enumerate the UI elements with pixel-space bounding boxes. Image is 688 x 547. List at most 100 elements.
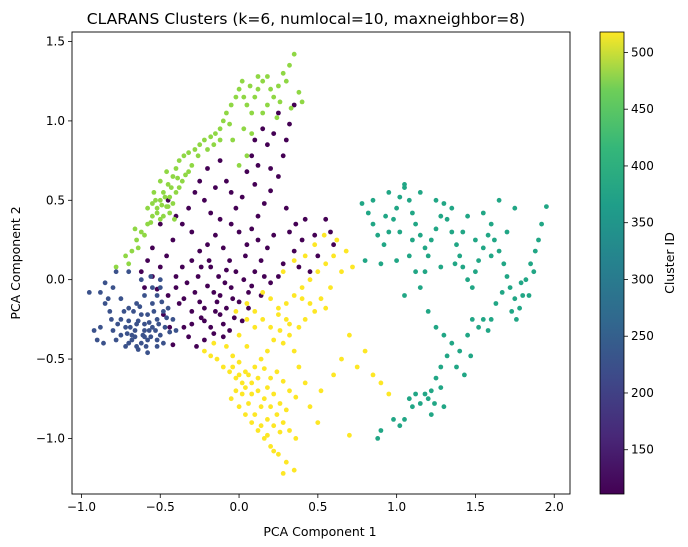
data-point (227, 369, 233, 375)
data-point (170, 237, 176, 243)
data-point (288, 105, 294, 111)
data-point (126, 269, 132, 275)
data-point (480, 245, 486, 251)
data-point (312, 309, 318, 314)
data-point (157, 178, 163, 184)
colorbar-ticks: 150 200 250 300 350 400 450 500 (624, 45, 654, 457)
data-point (365, 210, 371, 216)
data-point (378, 428, 384, 433)
data-point (473, 269, 478, 275)
colorbar-tick-label: 400 (631, 159, 654, 173)
data-point (208, 324, 214, 330)
data-point (167, 194, 173, 200)
data-point (287, 388, 292, 394)
data-point (457, 253, 463, 259)
data-point (202, 318, 207, 324)
data-point (280, 153, 286, 159)
data-point (378, 261, 384, 267)
data-point (323, 261, 329, 267)
data-point (247, 83, 253, 89)
data-point (428, 412, 434, 417)
data-point (91, 328, 97, 333)
data-point (410, 210, 415, 216)
data-point (268, 280, 273, 286)
data-point (469, 317, 475, 322)
data-point (202, 305, 207, 311)
data-point (512, 296, 518, 302)
data-point (211, 142, 217, 148)
data-point (492, 237, 497, 243)
data-point (109, 317, 114, 322)
data-point (485, 232, 491, 238)
data-point (206, 258, 212, 263)
data-point (258, 258, 264, 263)
data-point (135, 245, 141, 251)
plot-background (72, 32, 570, 494)
data-point (386, 190, 392, 195)
data-point (142, 293, 147, 298)
data-point (268, 404, 273, 410)
data-point (233, 309, 239, 314)
data-point (258, 404, 264, 410)
data-point (312, 232, 318, 238)
data-point (157, 221, 163, 227)
data-point (179, 264, 185, 270)
data-point (280, 420, 286, 425)
data-point (454, 242, 459, 248)
data-point (176, 301, 182, 306)
data-point (123, 253, 128, 259)
data-point (488, 221, 494, 227)
data-point (227, 258, 233, 263)
data-point (375, 232, 381, 238)
data-point (283, 459, 289, 465)
data-point (239, 78, 245, 84)
data-point (168, 185, 174, 191)
data-point (417, 232, 423, 238)
colorbar-tick-label: 500 (631, 45, 654, 59)
data-point (113, 337, 119, 343)
data-point (397, 229, 403, 235)
data-point (159, 202, 165, 208)
data-point (276, 174, 281, 179)
data-point (299, 285, 305, 290)
data-point (198, 264, 204, 270)
data-point (493, 301, 499, 306)
data-point (476, 324, 481, 330)
data-point (276, 305, 281, 311)
data-point (244, 242, 250, 248)
data-point (243, 385, 248, 390)
data-point (243, 253, 248, 259)
data-point (118, 332, 124, 338)
data-point (287, 428, 292, 433)
data-point (381, 242, 387, 248)
data-point (246, 401, 251, 406)
data-point (410, 404, 415, 410)
data-point (296, 264, 302, 270)
data-point (514, 317, 519, 322)
data-point (159, 299, 165, 305)
data-point (268, 296, 273, 302)
data-point (302, 253, 308, 259)
data-point (157, 285, 163, 290)
data-point (132, 334, 138, 340)
data-point (138, 269, 144, 275)
data-point (283, 301, 289, 306)
data-point (162, 324, 168, 330)
data-point (186, 150, 192, 156)
data-point (148, 334, 154, 340)
data-point (189, 229, 195, 235)
data-point (504, 274, 510, 279)
data-point (287, 332, 292, 338)
data-point (220, 118, 226, 124)
data-point (526, 293, 532, 298)
data-point (243, 412, 248, 417)
data-point (217, 216, 223, 222)
data-point (192, 147, 198, 152)
data-point (211, 290, 217, 295)
data-point (378, 380, 384, 386)
data-point (241, 277, 247, 283)
data-point (465, 213, 470, 219)
data-point (123, 344, 128, 349)
data-point (244, 102, 250, 108)
data-point (312, 242, 318, 248)
